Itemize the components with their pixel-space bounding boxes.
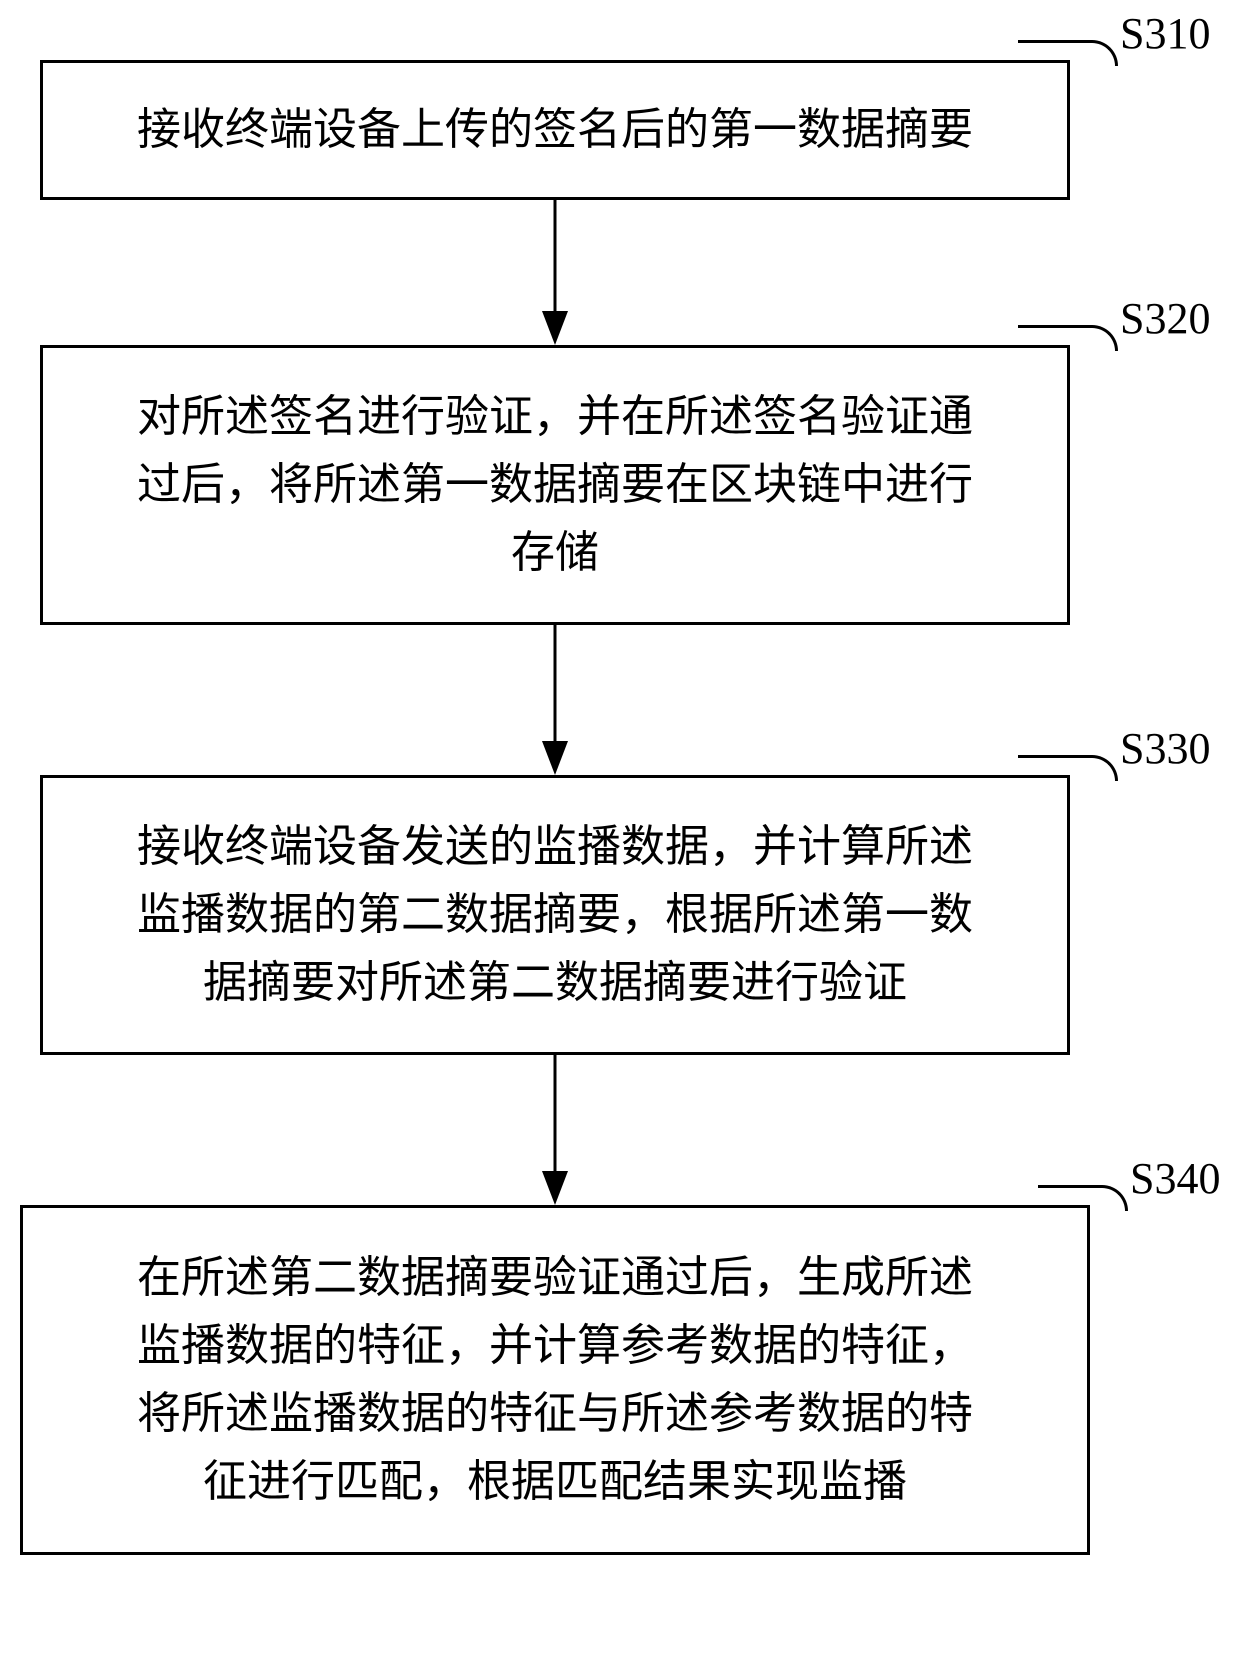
node-s310-text: 接收终端设备上传的签名后的第一数据摘要 xyxy=(137,96,973,164)
edge-s320-s330 xyxy=(540,625,570,775)
node-s330-text: 接收终端设备发送的监播数据，并计算所述 监播数据的第二数据摘要，根据所述第一数 … xyxy=(137,813,973,1018)
label-s340: S340 xyxy=(1130,1153,1220,1204)
node-s330: 接收终端设备发送的监播数据，并计算所述 监播数据的第二数据摘要，根据所述第一数 … xyxy=(40,775,1070,1055)
node-s340: 在所述第二数据摘要验证通过后，生成所述 监播数据的特征，并计算参考数据的特征， … xyxy=(20,1205,1090,1555)
node-s340-text: 在所述第二数据摘要验证通过后，生成所述 监播数据的特征，并计算参考数据的特征， … xyxy=(137,1244,973,1517)
edge-s330-s340 xyxy=(540,1055,570,1205)
label-s310: S310 xyxy=(1120,8,1210,59)
label-s330: S330 xyxy=(1120,723,1210,774)
flowchart-canvas: S310 接收终端设备上传的签名后的第一数据摘要 S320 对所述签名进行验证，… xyxy=(0,0,1240,1659)
node-s320: 对所述签名进行验证，并在所述签名验证通 过后，将所述第一数据摘要在区块链中进行 … xyxy=(40,345,1070,625)
node-s310: 接收终端设备上传的签名后的第一数据摘要 xyxy=(40,60,1070,200)
label-s320: S320 xyxy=(1120,293,1210,344)
edge-s310-s320 xyxy=(540,200,570,345)
node-s320-text: 对所述签名进行验证，并在所述签名验证通 过后，将所述第一数据摘要在区块链中进行 … xyxy=(137,383,973,588)
